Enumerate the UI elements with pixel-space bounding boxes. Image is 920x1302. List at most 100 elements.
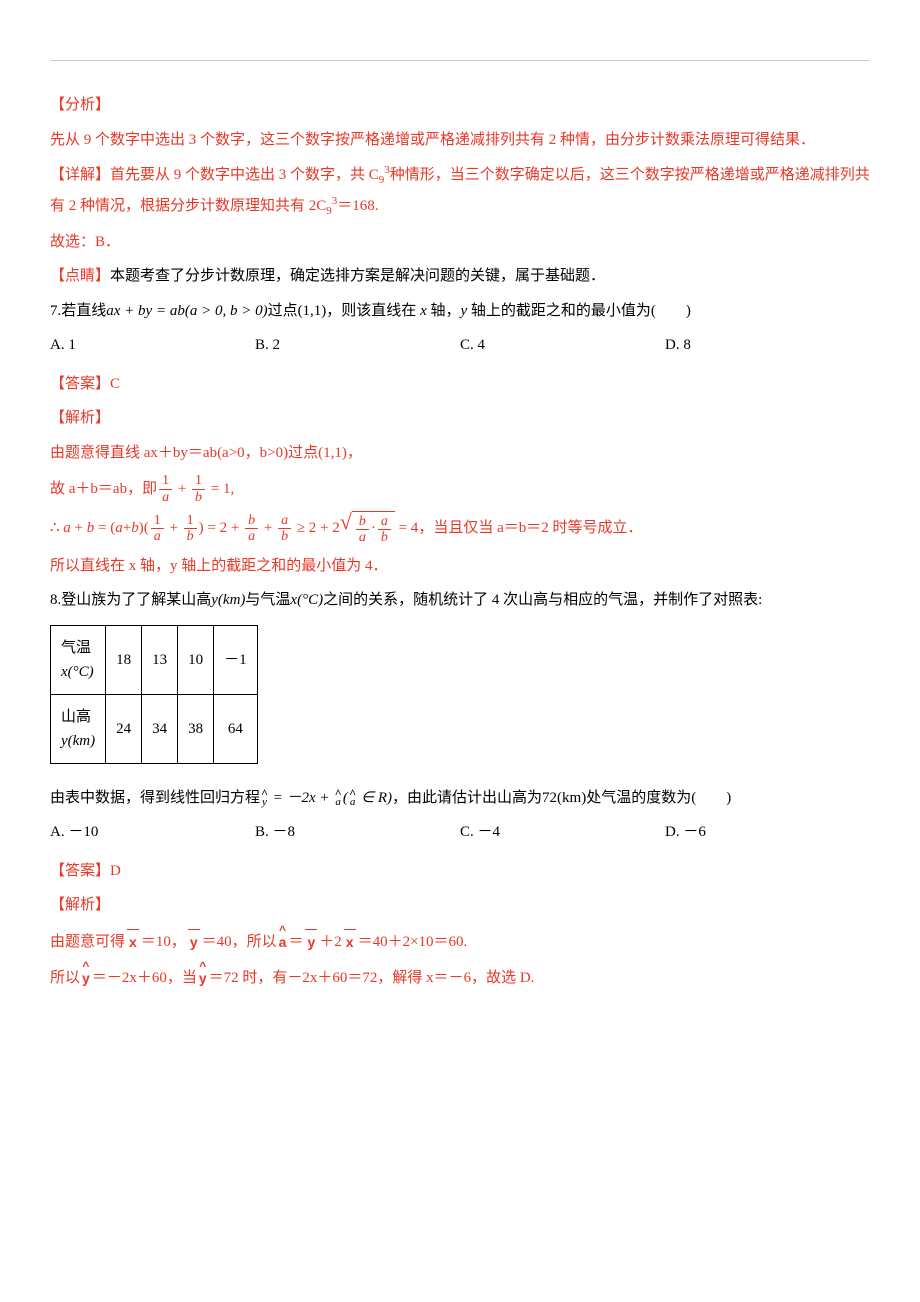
table-row: 气温 x(°C) 18 13 10 －1 [51,625,258,694]
xbar-2: x [342,929,358,956]
frac-1-b: 1b [192,473,205,505]
q6-detail-label: 【详解】 [50,167,110,183]
q7-stem-d: 轴上的截距之和的最小值为( ) [467,303,691,319]
plus-2: + [166,514,182,543]
ahat: a [277,929,289,956]
q8-sol2-c: ＝72 时，有－2x＋60＝72，解得 x＝－6，故选 D. [209,964,535,993]
ybar: y [186,929,202,956]
sqrt-term: √ ba · ab [340,511,395,546]
q8-opt-b: B. －8 [255,818,460,847]
frac-b-a: ba [245,513,258,545]
q8-sol1-b: ＝10， [141,928,186,957]
q8-sol2: 所以 y ＝－2x＋60，当 y ＝72 时，有－2x＋60＝72，解得 x＝－… [50,964,870,993]
ybar-2: y [303,929,319,956]
table-cell: 34 [142,694,178,763]
q7-answer-val: C [110,376,120,392]
q6-detail-t1: 首先要从 9 个数字中选出 3 个数字，共 C [110,167,379,183]
q7-stem-c: 轴， [427,303,461,319]
q8-opt-c: C. －4 [460,818,665,847]
q7-answer-label: 【答案】 [50,376,110,392]
q7-opt-b: B. 2 [255,331,460,360]
frac-a-b: ab [278,513,291,545]
q7-x: x [420,303,427,319]
q6-remark: 【点睛】本题考查了分步计数原理，确定选排方案是解决问题的关键，属于基础题． [50,262,870,291]
q8-answer: 【答案】D [50,857,870,886]
q8-sol1-d: ＝ [288,928,303,957]
yhat-2: y [197,965,209,992]
q7-sol-line3-tail: ，当且仅当 a＝b＝2 时等号成立． [418,514,642,543]
q8-regress-c: ，由此请估计出山高为72(km)处气温的度数为( ) [392,784,731,813]
q8-opt-d: D. －6 [665,818,870,847]
q7-options: A. 1 B. 2 C. 4 D. 8 [50,331,870,360]
q7-solution-label: 【解析】 [50,404,870,433]
q8-regress: 由表中数据，得到线性回归方程 y = －2x + a ( a ∈ R) ，由此请… [50,784,870,813]
eq-regress: = －2x + [269,784,333,813]
xbar: x [125,929,141,956]
q7-sol-line3: ∴ a + b = (a+b)( 1a + 1b ) = 2 + ba + ab… [50,511,870,546]
table-header-x: 气温 x(°C) [51,625,106,694]
q8-sol2-b: ＝－2x＋60，当 [92,964,197,993]
table-cell: 24 [106,694,142,763]
therefore: ∴ a + b = (a+b)( [50,514,149,543]
q7-sol-line2-a: 故 a＋b＝ab，即 [50,475,157,504]
geq: ≥ 2 + 2 [293,514,340,543]
q7-opt-d: D. 8 [665,331,870,360]
r2a: 山高 [61,709,91,725]
q8-options: A. －10 B. －8 C. －4 D. －6 [50,818,870,847]
r1a: 气温 [61,640,91,656]
q7-stem-a: 7.若直线 [50,303,106,319]
q6-detail: 【详解】首先要从 9 个数字中选出 3 个数字，共 C93种情形，当三个数字确定… [50,160,870,222]
q7-sol-line2: 故 a＋b＝ab，即 1a + 1b = 1, [50,473,870,505]
ahat-small: a [333,792,343,813]
q8-stem-b: 与气温 [245,592,290,608]
q7-stem: 7.若直线ax + by = ab(a > 0, b > 0)过点(1,1)，则… [50,297,870,326]
q8-yunit: y(km) [211,592,245,608]
q8-stem: 8.登山族为了了解某山高y(km)与气温x(°C)之间的关系，随机统计了 4 次… [50,586,870,615]
plus-1: + [174,475,190,504]
q6-remark-label: 【点睛】 [50,268,110,284]
q8-stem-a: 8.登山族为了了解某山高 [50,592,211,608]
q8-stem-c: 之间的关系，随机统计了 4 次山高与相应的气温，并制作了对照表: [323,592,762,608]
q8-xunit: x(°C) [290,592,323,608]
r2b: y(km) [61,733,95,749]
q8-answer-label: 【答案】 [50,863,110,879]
eq-1: = 1, [207,475,234,504]
table-row: 山高 y(km) 24 34 38 64 [51,694,258,763]
top-rule [50,60,870,61]
yhat-small: y [260,792,269,813]
table-cell: 38 [178,694,214,763]
table-cell: 18 [106,625,142,694]
q8-sol1-e: ＋2 [319,928,342,957]
q7-sol-line1: 由题意得直线 ax＋by＝ab(a>0，b>0)过点(1,1)， [50,439,870,468]
q6-analysis-text: 先从 9 个数字中选出 3 个数字，这三个数字按严格递增或严格递减排列共有 2 … [50,126,870,155]
q6-choice: 故选：B． [50,228,870,257]
q8-sol2-a: 所以 [50,964,80,993]
rparen: ) = 2 + [199,514,243,543]
q8-opt-a: A. －10 [50,818,255,847]
q7-stem-b: 过点(1,1)，则该直线在 [268,303,421,319]
frac-1-b-2: 1b [184,513,197,545]
ahat-small-2: a [348,792,358,813]
q7-stem-math: ax + by = ab(a > 0, b > 0) [106,303,267,319]
q6-remark-text: 本题考查了分步计数原理，确定选排方案是解决问题的关键，属于基础题． [110,268,605,284]
plus-3: + [260,514,276,543]
q8-sol1: 由题意可得 x ＝10， y ＝40，所以 a ＝ y ＋2 x ＝40＋2×1… [50,928,870,957]
r1b: x(°C) [61,664,94,680]
q6-analysis-label: 【分析】 [50,91,870,120]
q8-regress-a: 由表中数据，得到线性回归方程 [50,784,260,813]
q8-answer-val: D [110,863,121,879]
q8-sol1-a: 由题意可得 [50,928,125,957]
q8-table: 气温 x(°C) 18 13 10 －1 山高 y(km) 24 34 38 6… [50,625,258,764]
q6-detail-t1c: ＝168. [337,198,378,214]
table-cell: 10 [178,625,214,694]
table-cell: 64 [214,694,258,763]
q7-opt-c: C. 4 [460,331,665,360]
q7-opt-a: A. 1 [50,331,255,360]
frac-1-a-2: 1a [151,513,164,545]
yhat: y [80,965,92,992]
regress-in-r: ∈ R) [357,784,392,813]
q8-sol1-c: ＝40，所以 [202,928,277,957]
q7-sol-line4: 所以直线在 x 轴，y 轴上的截距之和的最小值为 4． [50,552,870,581]
table-cell: 13 [142,625,178,694]
eq-4: = 4 [395,514,418,543]
